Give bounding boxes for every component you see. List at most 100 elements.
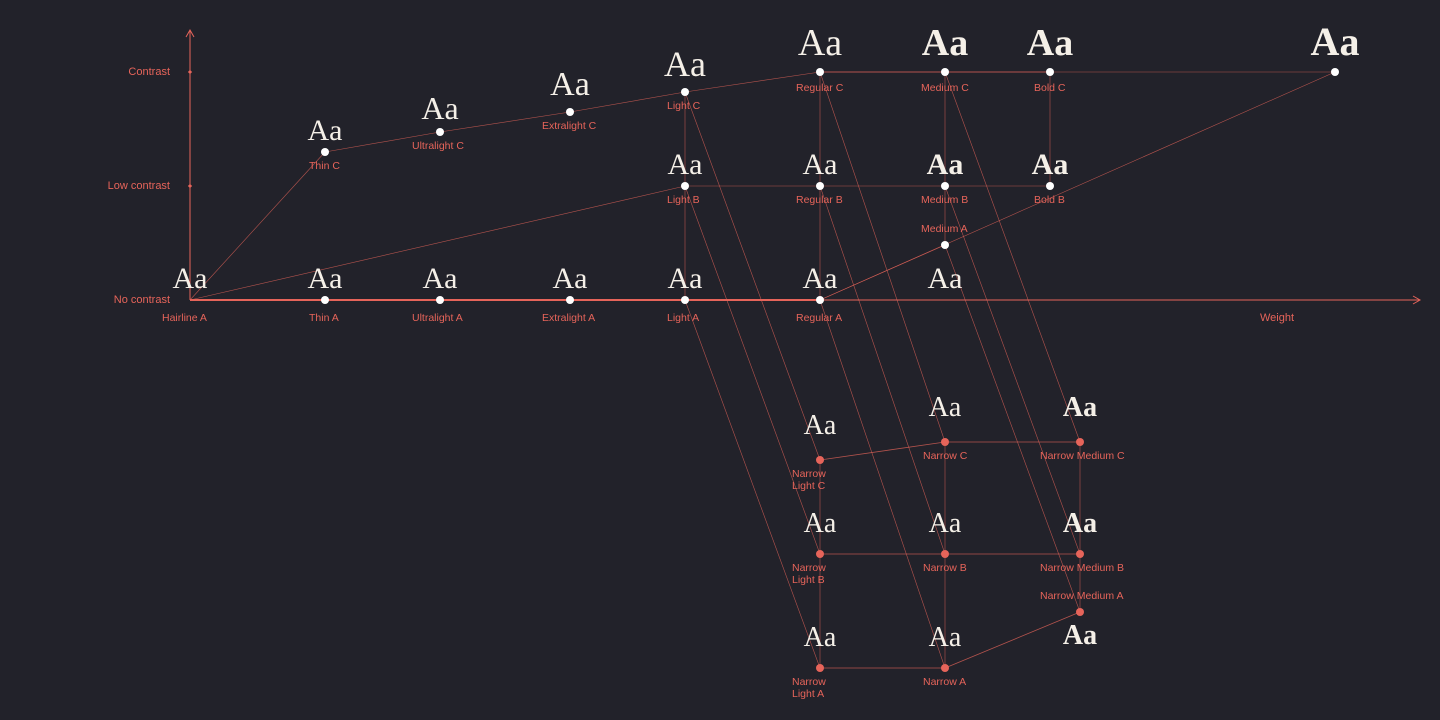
edge-regular-c-narrow-c xyxy=(820,72,945,442)
node-narrow-a xyxy=(941,664,949,672)
node-dot xyxy=(1076,608,1084,616)
node-dot xyxy=(681,296,689,304)
node-dot xyxy=(1331,68,1339,76)
node-label-narrow-light-c: NarrowLight C xyxy=(792,468,826,492)
specimen-light-a: Aa xyxy=(668,264,703,294)
specimen-thin-a: Aa xyxy=(308,264,343,294)
node-light-a xyxy=(681,296,689,304)
specimen-narrow-light-a: Aa xyxy=(804,624,837,652)
node-medium-c xyxy=(941,68,949,76)
specimen-narrow-c: Aa xyxy=(929,394,962,422)
edge-light-c-narrow-light-c xyxy=(685,92,820,460)
node-label-bold-c: Bold C xyxy=(1034,82,1066,94)
edge-light-b-narrow-light-b xyxy=(685,186,820,554)
node-light-c xyxy=(681,88,689,96)
node-light-b xyxy=(681,182,689,190)
node-narrow-light-c xyxy=(816,456,824,464)
specimen-hairline-a: Aa xyxy=(173,264,208,294)
node-dot xyxy=(321,296,329,304)
node-dot xyxy=(1076,550,1084,558)
node-label-regular-c: Regular C xyxy=(796,82,843,94)
node-label-ultralight-c: Ultralight C xyxy=(412,140,464,152)
node-dot xyxy=(1076,438,1084,446)
node-dot xyxy=(436,296,444,304)
node-dot xyxy=(566,296,574,304)
specimen-narrow-light-b: Aa xyxy=(804,510,837,538)
node-label-narrow-med-b: Narrow Medium B xyxy=(1040,562,1124,574)
x-axis-label-weight: Weight xyxy=(1260,312,1294,324)
node-label-medium-c: Medium C xyxy=(921,82,969,94)
specimen-bold-c: Aa xyxy=(1027,24,1073,62)
node-medium-b xyxy=(941,182,949,190)
node-dot xyxy=(816,664,824,672)
node-label-narrow-med-a: Narrow Medium A xyxy=(1040,590,1123,602)
node-label-narrow-c: Narrow C xyxy=(923,450,967,462)
specimen-thin-c: Aa xyxy=(308,116,343,146)
node-bold-b xyxy=(1046,182,1054,190)
node-dot xyxy=(816,182,824,190)
specimen-narrow-a: Aa xyxy=(929,624,962,652)
node-label-thin-c: Thin C xyxy=(309,160,340,172)
node-dot xyxy=(941,550,949,558)
edge-regular-a-narrow-a xyxy=(820,300,945,668)
node-narrow-med-b xyxy=(1076,550,1084,558)
node-label-narrow-med-c: Narrow Medium C xyxy=(1040,450,1125,462)
node-narrow-med-c xyxy=(1076,438,1084,446)
node-regular-c xyxy=(816,68,824,76)
node-label-thin-a: Thin A xyxy=(309,312,339,324)
node-medium-a xyxy=(941,241,949,249)
node-label-regular-a: Regular A xyxy=(796,312,842,324)
node-dot xyxy=(941,68,949,76)
specimen-narrow-med-a-aa: Aa xyxy=(1063,622,1097,650)
node-dot xyxy=(816,550,824,558)
specimen-medium-b: Aa xyxy=(927,150,964,180)
node-label-light-b: Light B xyxy=(667,194,700,206)
node-label-narrow-light-a: NarrowLight A xyxy=(792,676,826,700)
node-dot xyxy=(941,241,949,249)
specimen-light-c: Aa xyxy=(664,46,706,82)
node-dot xyxy=(941,664,949,672)
specimen-ultralight-c: Aa xyxy=(421,92,458,124)
specimen-extralight-a: Aa xyxy=(553,264,588,294)
node-label-narrow-a: Narrow A xyxy=(923,676,966,688)
specimen-regular-c: Aa xyxy=(798,24,842,62)
node-extralight-c xyxy=(566,108,574,116)
node-thin-a xyxy=(321,296,329,304)
specimen-black-c: Aa xyxy=(1311,22,1360,62)
edge-narrow-a-narrow-med-a xyxy=(945,612,1080,668)
node-dot xyxy=(681,182,689,190)
y-axis-label-no-contrast: No contrast xyxy=(114,294,170,306)
specimen-narrow-light-c: Aa xyxy=(804,412,837,440)
node-bold-c xyxy=(1046,68,1054,76)
node-narrow-med-a xyxy=(1076,608,1084,616)
node-dot xyxy=(321,148,329,156)
node-label-narrow-light-b: NarrowLight B xyxy=(792,562,826,586)
node-label-ultralight-a: Ultralight A xyxy=(412,312,463,324)
node-label-light-a: Light A xyxy=(667,312,699,324)
node-narrow-c xyxy=(941,438,949,446)
node-dot xyxy=(436,128,444,136)
edge-medium-b-narrow-med-b xyxy=(945,186,1080,554)
specimen-light-b: Aa xyxy=(668,150,703,180)
node-black-c xyxy=(1331,68,1339,76)
specimen-bold-b: Aa xyxy=(1032,150,1069,180)
node-regular-b xyxy=(816,182,824,190)
node-label-bold-b: Bold B xyxy=(1034,194,1065,206)
node-dot xyxy=(1046,182,1054,190)
specimen-narrow-b: Aa xyxy=(929,510,962,538)
edge-regular-b-narrow-b xyxy=(820,186,945,554)
node-dot xyxy=(681,88,689,96)
node-label-narrow-b: Narrow B xyxy=(923,562,967,574)
y-axis-label-contrast: Contrast xyxy=(128,66,170,78)
node-label-regular-b: Regular B xyxy=(796,194,843,206)
node-dot xyxy=(941,182,949,190)
node-dot xyxy=(941,438,949,446)
node-thin-c xyxy=(321,148,329,156)
node-ultralight-c xyxy=(436,128,444,136)
specimen-narrow-med-b: Aa xyxy=(1063,510,1097,538)
node-dot xyxy=(816,456,824,464)
node-dot xyxy=(816,68,824,76)
node-label-light-c: Light C xyxy=(667,100,700,112)
node-regular-a xyxy=(816,296,824,304)
specimen-medium-c: Aa xyxy=(922,24,968,62)
